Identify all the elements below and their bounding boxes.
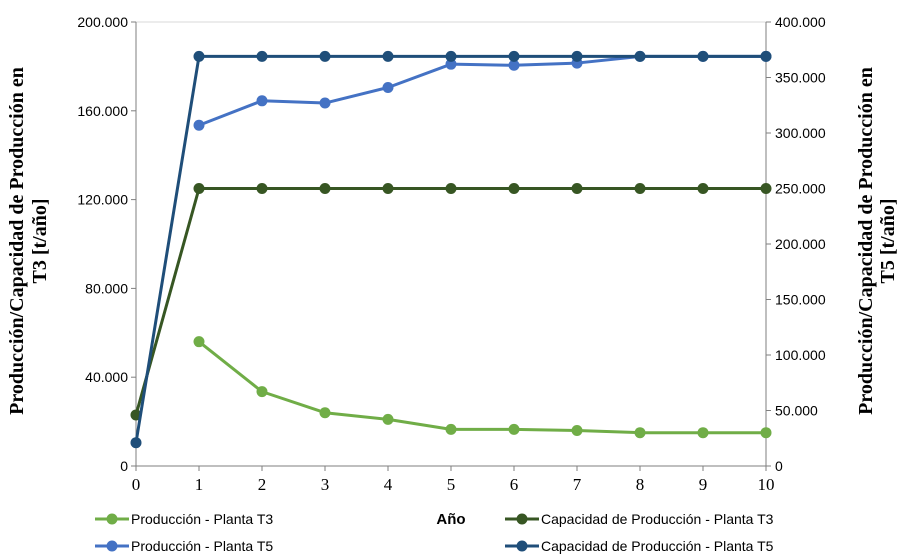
x-tick-label: 0	[132, 475, 141, 494]
series-3-point	[319, 97, 331, 109]
y-left-tick-label: 0	[120, 458, 128, 474]
series-4-point	[382, 50, 394, 62]
y-right-tick-label: 400.000	[775, 14, 826, 30]
legend-swatch-marker	[106, 513, 118, 525]
series-layer	[130, 50, 772, 449]
series-1-point	[634, 427, 646, 439]
y-right-tick-label: 0	[775, 458, 783, 474]
y-axis-left-title-line-1: Producción/Capacidad de Producción en	[6, 67, 28, 415]
series-3-point	[382, 81, 394, 93]
legend-label: Capacidad de Producción - Planta T5	[541, 538, 774, 554]
y-axis-right-title-line-1: Producción/Capacidad de Producción en	[855, 67, 877, 415]
series-2-point	[634, 183, 646, 194]
y-left-tick-label: 80.000	[85, 280, 128, 296]
legend-item-4: Capacidad de Producción - Planta T5	[505, 538, 774, 554]
series-1-point	[256, 386, 268, 398]
x-tick-label: 8	[636, 475, 645, 494]
x-axis-title: Año	[436, 511, 465, 528]
series-4-point	[319, 50, 331, 62]
y-axis-left-title-line-2: T3 [t/año]	[29, 199, 51, 284]
legend-label: Producción - Planta T5	[131, 538, 273, 554]
series-1-point	[760, 427, 772, 439]
y-axis-right-title-line-2: T5 [t/año]	[877, 199, 899, 284]
series-1-point	[697, 427, 709, 439]
series-2-point	[508, 183, 520, 194]
series-1-point	[571, 424, 583, 436]
series-4-point	[571, 50, 583, 62]
y-right-tick-label: 200.000	[775, 236, 826, 252]
legend-swatch-marker	[516, 540, 528, 552]
legend: Producción - Planta T3 Capacidad de Produ…	[95, 511, 774, 554]
x-tick-label: 6	[510, 475, 519, 494]
series-3-point	[508, 59, 520, 71]
series-4-point	[193, 50, 205, 62]
series-3-point	[193, 119, 205, 131]
x-tick-label: 7	[573, 475, 582, 494]
legend-label: Capacidad de Producción - Planta T3	[541, 511, 774, 527]
x-tick-label: 4	[384, 475, 393, 494]
y-right-tick-label: 150.000	[775, 292, 826, 308]
series-1-point	[382, 413, 394, 425]
series-2-point	[319, 183, 331, 194]
series-2-point	[760, 183, 772, 194]
series-line-2	[134, 187, 766, 416]
series-2-point	[193, 183, 205, 194]
series-3-point	[256, 95, 268, 107]
x-tick-label: 3	[321, 475, 330, 494]
x-tick-label: 1	[195, 475, 204, 494]
axes: 0 40.000 80.000 120.000 160.000 200.000 0 50.00…	[77, 14, 825, 494]
series-4-point	[445, 50, 457, 62]
series-4-point	[256, 50, 268, 62]
y-left-tick-label: 200.000	[77, 14, 128, 30]
y-left-tick-label: 40.000	[85, 369, 128, 385]
legend-label: Producción - Planta T3	[131, 511, 273, 527]
series-3-point	[445, 58, 457, 70]
series-2-point	[697, 183, 709, 194]
legend-item-1: Producción - Planta T3	[95, 511, 273, 527]
series-1-point	[445, 423, 457, 435]
y-right-tick-label: 250.000	[775, 181, 826, 197]
legend-swatch-marker	[106, 540, 118, 552]
series-4-point	[508, 50, 520, 62]
legend-item-2: Capacidad de Producción - Planta T3	[505, 511, 774, 527]
series-4-point	[130, 437, 142, 449]
y-right-tick-label: 300.000	[775, 125, 826, 141]
series-line-3	[198, 54, 766, 127]
x-tick-label: 5	[447, 475, 456, 494]
series-line-1	[198, 340, 766, 435]
series-4-point	[634, 50, 646, 62]
y-left-tick-label: 120.000	[77, 192, 128, 208]
y-left-tick-label: 160.000	[77, 103, 128, 119]
plot-area-frame	[135, 21, 767, 467]
series-1-point	[319, 407, 331, 419]
series-4-point	[760, 50, 772, 62]
series-4-point	[697, 50, 709, 62]
x-tick-label: 9	[699, 475, 708, 494]
series-2-point	[571, 183, 583, 194]
x-tick-label: 2	[258, 475, 267, 494]
series-1-point	[508, 423, 520, 435]
y-right-tick-label: 350.000	[775, 70, 826, 86]
x-tick-label: 10	[758, 475, 775, 494]
series-1-point	[193, 336, 205, 348]
series-2-point	[382, 183, 394, 194]
y-right-tick-label: 100.000	[775, 347, 826, 363]
series-2-point	[256, 183, 268, 194]
y-right-tick-label: 50.000	[775, 403, 818, 419]
series-2-point	[445, 183, 457, 194]
legend-swatch-marker	[516, 513, 528, 525]
plot-border	[135, 21, 767, 467]
legend-item-3: Producción - Planta T5	[95, 538, 273, 554]
